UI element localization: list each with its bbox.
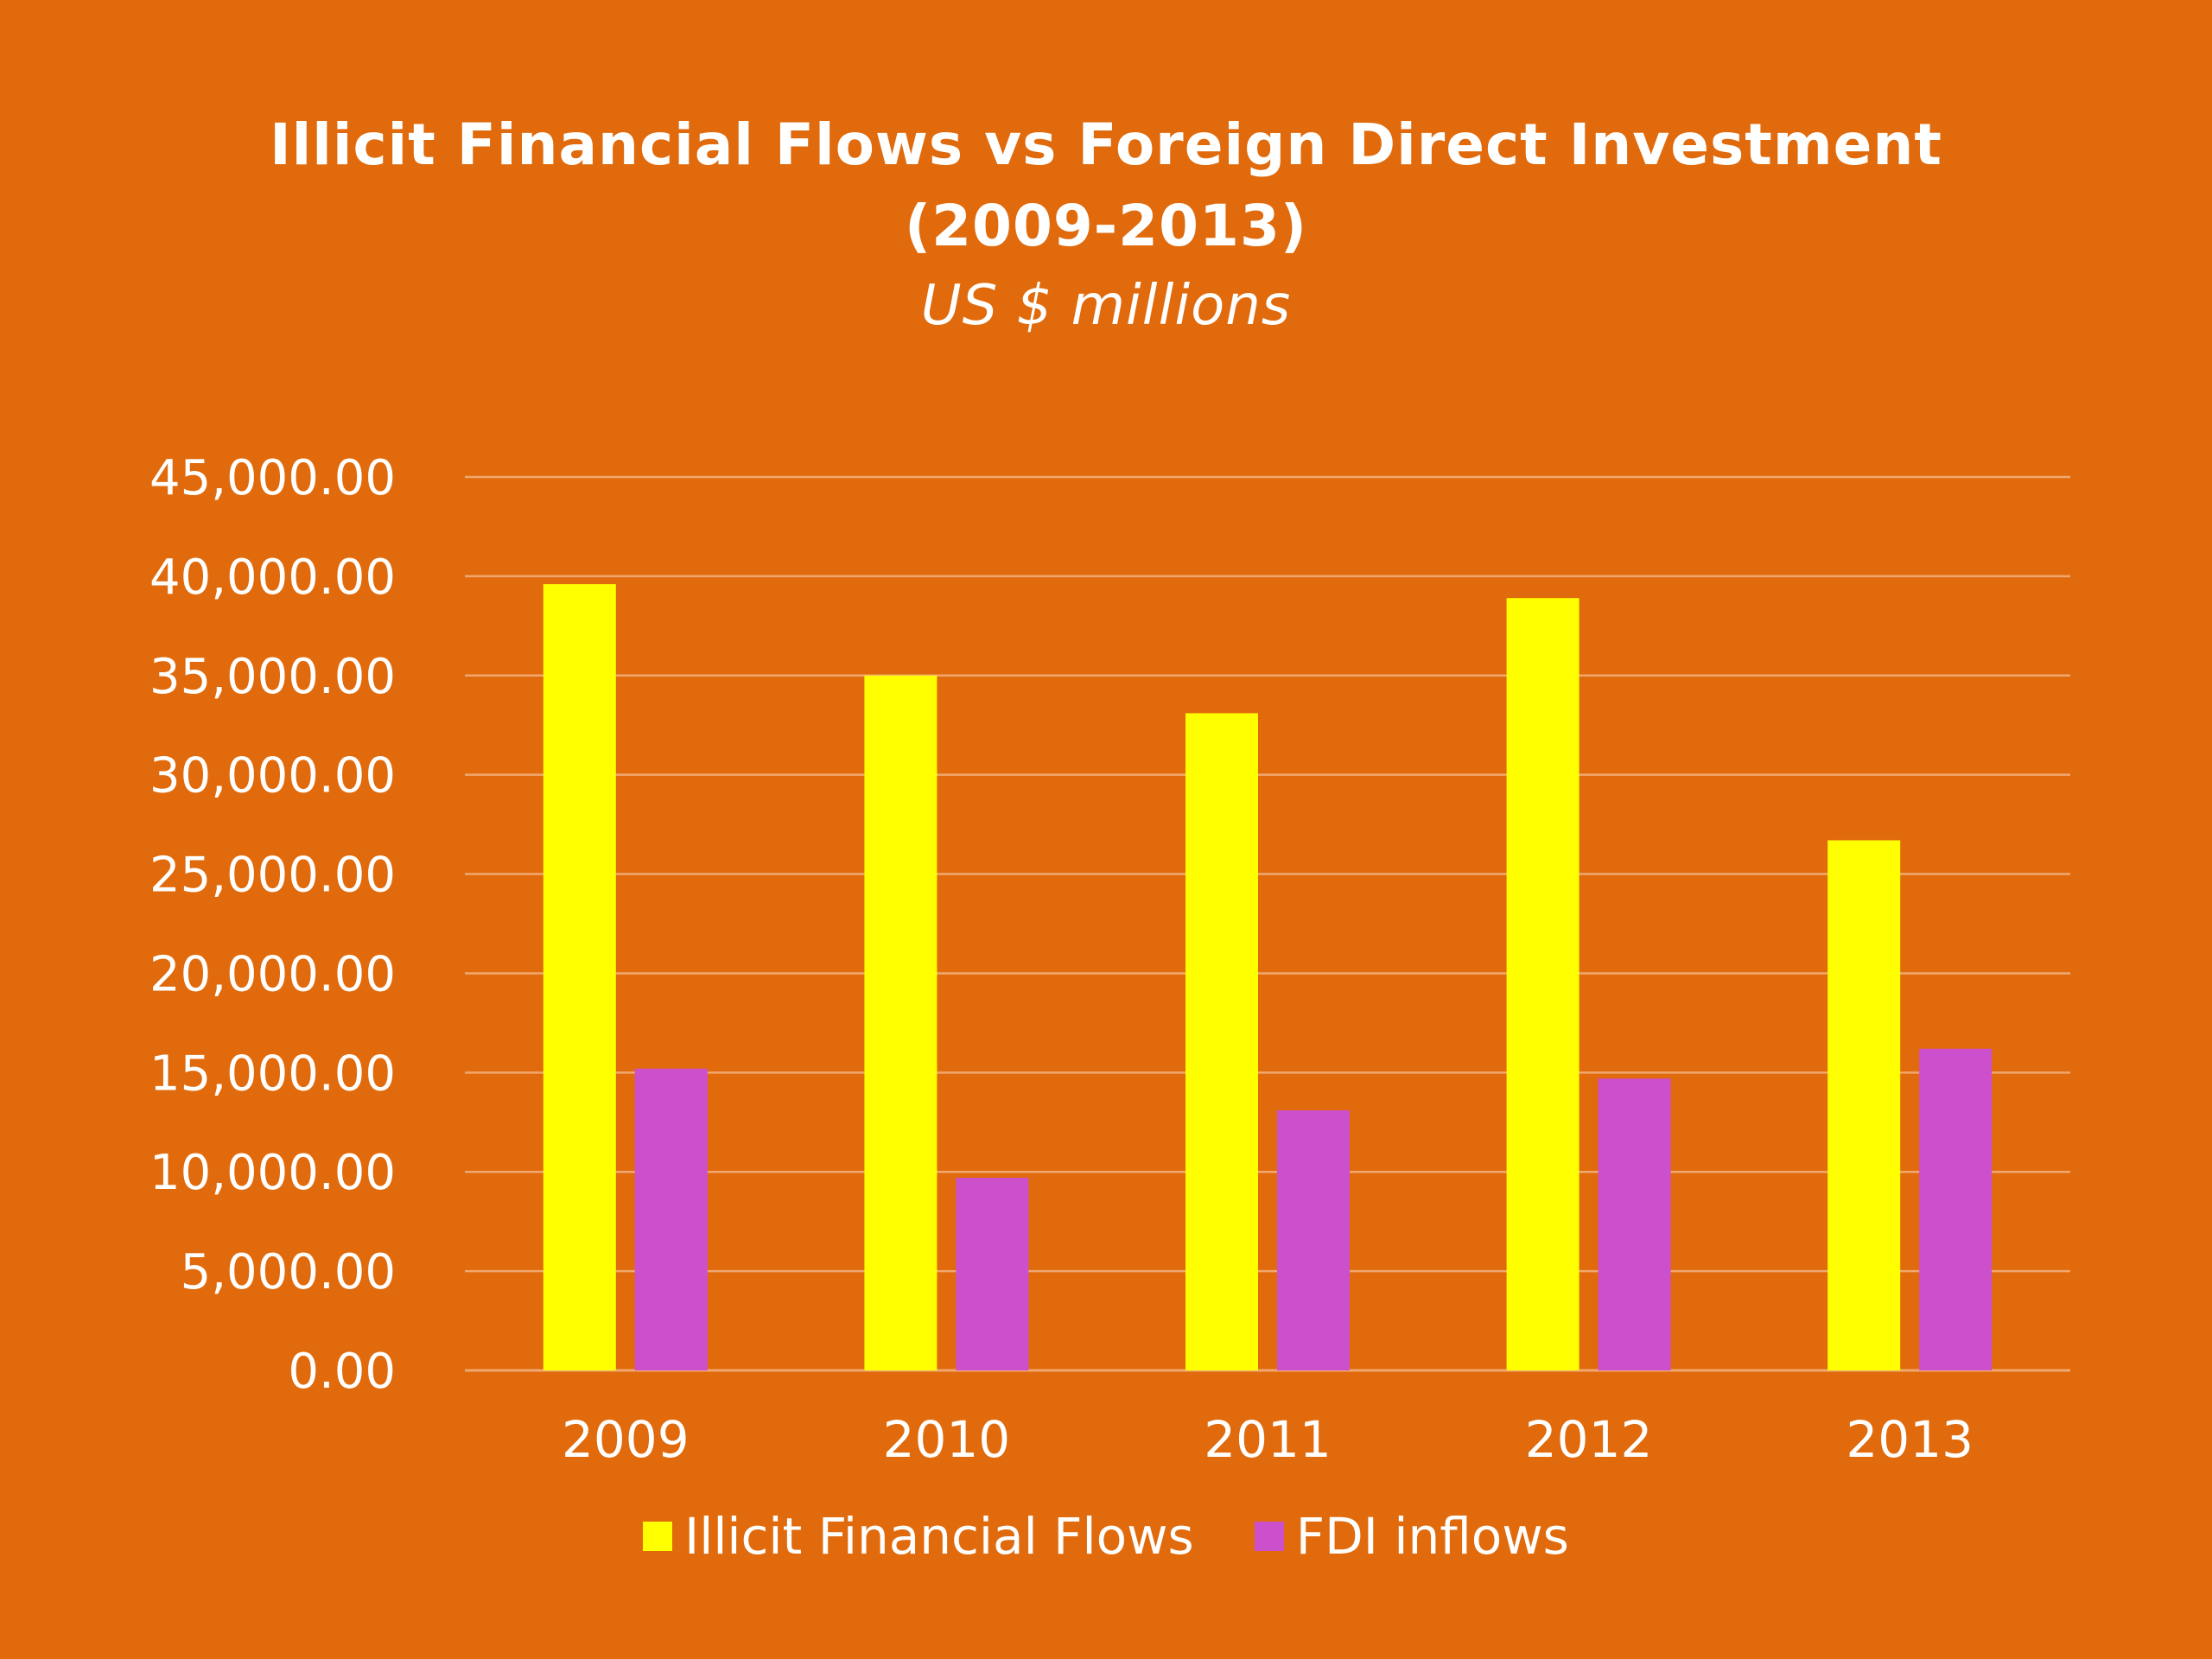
y-tick-label: 10,000.00 — [149, 1145, 396, 1201]
legend-item-illicit-financial-flows: Illicit Financial Flows — [643, 1506, 1194, 1567]
x-tick-label: 2011 — [1204, 1410, 1332, 1469]
bars — [543, 584, 1993, 1370]
x-tick-label: 2013 — [1846, 1410, 1974, 1469]
y-tick-label: 0.00 — [288, 1344, 396, 1400]
y-tick-label: 25,000.00 — [149, 848, 396, 904]
legend-label-illicit-financial-flows: Illicit Financial Flows — [684, 1507, 1194, 1566]
legend-label-fdi-inflows: FDI inflows — [1295, 1507, 1569, 1566]
y-tick-label: 5,000.00 — [181, 1244, 396, 1300]
bar-fdi-inflows-2009 — [634, 1068, 708, 1370]
bar-illicit-financial-flows-2013 — [1827, 840, 1901, 1370]
chart-title: Illicit Financial Flows vs Foreign Direc… — [270, 111, 1942, 178]
y-tick-label: 40,000.00 — [149, 550, 396, 606]
y-tick-label: 35,000.00 — [149, 649, 396, 705]
legend: Illicit Financial Flows FDI inflows — [0, 1502, 2212, 1571]
bar-illicit-financial-flows-2010 — [864, 675, 938, 1370]
legend-item-fdi-inflows: FDI inflows — [1254, 1506, 1569, 1567]
bar-illicit-financial-flows-2011 — [1185, 713, 1258, 1370]
gridlines — [465, 475, 2070, 1372]
x-tick-label: 2012 — [1525, 1410, 1653, 1469]
x-tick-label: 2009 — [562, 1410, 690, 1469]
y-tick-label: 15,000.00 — [149, 1046, 396, 1102]
y-tick-label: 20,000.00 — [149, 946, 396, 1002]
y-tick-label: 45,000.00 — [149, 450, 396, 506]
bar-illicit-financial-flows-2012 — [1506, 598, 1580, 1370]
chart-title-years: (2009-2013) — [904, 193, 1308, 259]
legend-swatch-illicit-financial-flows — [643, 1522, 673, 1551]
legend-swatch-fdi-inflows — [1254, 1522, 1284, 1551]
y-tick-label: 30,000.00 — [149, 748, 396, 804]
x-axis-tick-labels: 2009 2010 2011 2012 2013 — [562, 1410, 1974, 1469]
bar-fdi-inflows-2010 — [956, 1178, 1029, 1370]
bar-illicit-financial-flows-2009 — [543, 584, 616, 1370]
bar-fdi-inflows-2011 — [1277, 1109, 1350, 1370]
bar-fdi-inflows-2012 — [1598, 1078, 1671, 1370]
bar-fdi-inflows-2013 — [1919, 1048, 1993, 1370]
x-tick-label: 2010 — [883, 1410, 1011, 1469]
chart-subtitle: US $ millions — [920, 274, 1292, 338]
y-axis-tick-labels: 0.00 5,000.00 10,000.00 15,000.00 20,000.00 2… — [149, 450, 396, 1400]
